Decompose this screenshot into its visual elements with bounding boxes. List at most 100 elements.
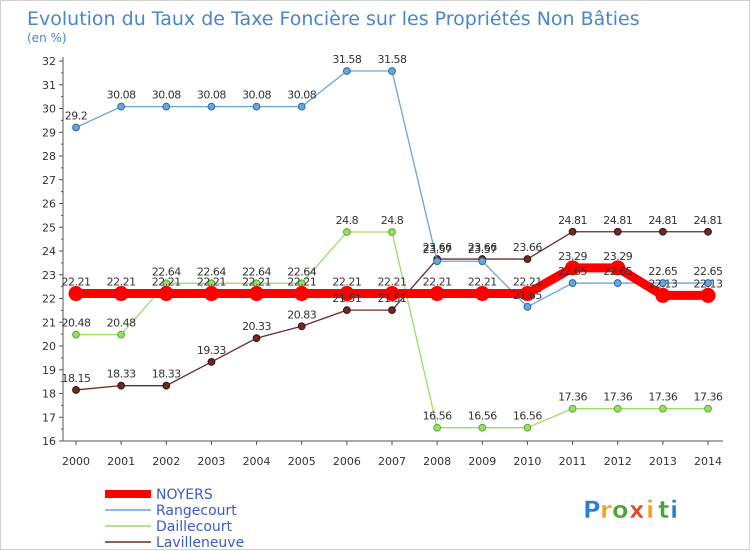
data-label: 30.08 <box>242 89 271 102</box>
logo-letter: o <box>612 496 629 524</box>
data-label: 22.64 <box>152 265 181 278</box>
data-label: 22.65 <box>603 265 632 278</box>
data-label: 23.29 <box>558 250 587 263</box>
data-label: 19.33 <box>197 344 226 357</box>
legend-label: Lavilleneuve <box>156 535 244 551</box>
data-point <box>433 257 442 266</box>
data-label: 29.2 <box>65 110 88 123</box>
data-label: 22.13 <box>694 277 723 290</box>
y-tick-label: 25 <box>42 221 56 234</box>
data-point <box>203 286 219 302</box>
data-point <box>117 102 126 111</box>
data-point <box>249 286 265 302</box>
data-point <box>429 286 445 302</box>
data-point <box>704 227 712 236</box>
data-point <box>704 404 712 413</box>
data-point <box>388 67 396 75</box>
data-point <box>568 279 577 287</box>
x-tick-label: 2000 <box>62 455 90 468</box>
logo-letter: t <box>658 496 669 524</box>
data-label: 17.36 <box>648 391 677 404</box>
data-point <box>207 358 216 366</box>
data-label: 23.57 <box>468 243 497 256</box>
data-point <box>388 228 396 236</box>
data-label: 18.15 <box>62 372 91 385</box>
data-point <box>610 260 626 276</box>
legend-item-noyers: NOYERS <box>105 487 213 503</box>
data-point <box>613 404 622 413</box>
data-point <box>613 279 622 287</box>
data-label: 30.08 <box>152 89 181 102</box>
data-label: 17.36 <box>558 391 587 404</box>
data-point <box>113 286 129 302</box>
data-point <box>658 279 667 287</box>
data-point <box>297 102 306 111</box>
data-label: 22.21 <box>423 276 452 289</box>
data-label: 23.66 <box>468 241 497 254</box>
data-point <box>478 423 487 432</box>
y-tick-label: 19 <box>42 364 56 377</box>
data-point <box>658 404 667 413</box>
data-point <box>342 306 351 315</box>
legend-item-daillecourt: Daillecourt <box>105 519 233 535</box>
data-label: 22.21 <box>287 276 316 289</box>
data-label: 23.29 <box>603 250 632 263</box>
data-label: 22.65 <box>648 265 677 278</box>
data-point <box>162 381 171 390</box>
y-tick-label: 31 <box>42 79 56 92</box>
y-tick-label: 29 <box>42 126 56 139</box>
data-point <box>117 381 126 390</box>
x-tick-label: 2013 <box>649 455 677 468</box>
data-point <box>700 287 716 303</box>
data-label: 21.51 <box>332 292 361 305</box>
legend-item-lavilleneuve: Lavilleneuve <box>105 535 244 551</box>
data-label: 22.64 <box>197 265 226 278</box>
data-label: 22.21 <box>197 276 226 289</box>
axes: 16 17 18 19 20 21 22 23 24 25 26 27 28 29 30 31 32 2000 20… <box>42 55 723 468</box>
data-label: 30.08 <box>287 89 316 102</box>
data-point <box>388 306 396 315</box>
data-point <box>523 255 532 263</box>
data-label: 30.08 <box>197 89 226 102</box>
x-tick-label: 2006 <box>333 455 361 468</box>
y-tick-label: 16 <box>42 435 56 448</box>
data-label: 22.21 <box>62 276 91 289</box>
data-point <box>433 423 442 432</box>
series-noyers <box>68 260 716 303</box>
data-label: 22.21 <box>107 276 136 289</box>
series-lavilleneuve <box>72 227 712 394</box>
data-label: 16.56 <box>513 410 542 423</box>
data-point <box>297 322 306 331</box>
data-point <box>68 286 84 302</box>
data-label: 31.58 <box>332 53 361 66</box>
data-point <box>252 102 261 111</box>
data-point <box>523 423 532 432</box>
y-tick-label: 17 <box>42 411 56 424</box>
data-label: 22.13 <box>648 277 677 290</box>
y-tick-label: 27 <box>42 174 56 187</box>
data-label: 22.21 <box>242 276 271 289</box>
data-point <box>339 286 355 302</box>
data-point <box>342 228 351 236</box>
y-tick-label: 30 <box>42 103 56 116</box>
x-tick-label: 2008 <box>423 455 451 468</box>
data-point <box>658 227 667 236</box>
data-point <box>294 286 310 302</box>
data-label: 17.36 <box>603 391 632 404</box>
data-label: 16.56 <box>423 410 452 423</box>
data-label: 21.51 <box>378 292 407 305</box>
logo-letter: P <box>583 496 601 524</box>
series-rangecourt <box>72 67 712 311</box>
data-label: 22.21 <box>332 276 361 289</box>
data-label: 24.81 <box>603 214 632 227</box>
data-label: 16.56 <box>468 410 497 423</box>
data-label: 22.21 <box>152 276 181 289</box>
data-point <box>568 404 577 413</box>
data-label: 20.48 <box>62 317 91 330</box>
data-label: 22.21 <box>513 276 542 289</box>
series-daillecourt <box>72 228 712 432</box>
data-point <box>252 334 261 343</box>
y-tick-label: 28 <box>42 150 56 163</box>
